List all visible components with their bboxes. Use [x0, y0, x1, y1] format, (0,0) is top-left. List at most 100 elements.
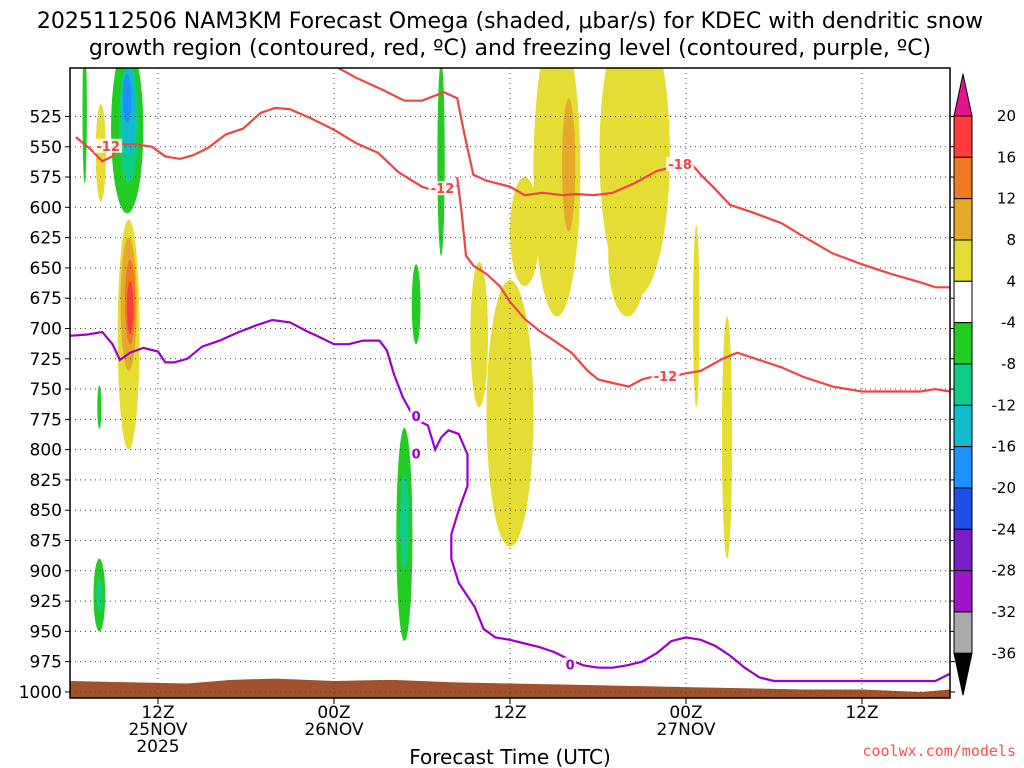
y-tick-label-600: 600 [30, 198, 62, 218]
contour-label-2: -18 [668, 158, 692, 173]
x-tick-label-42-1: 27NOV [656, 720, 715, 740]
contour-label-bg-6 [564, 657, 577, 672]
contour-label-bg-2 [666, 156, 695, 171]
colorbar-label-11: -28 [992, 562, 1017, 580]
colorbar-segment-10 [953, 528, 973, 572]
contour-label-0: -12 [96, 140, 120, 155]
y-tick-label-550: 550 [30, 138, 62, 158]
y-tick-label-750: 750 [30, 380, 62, 400]
y-tick-label-1000: 1000 [19, 683, 62, 703]
colorbar-label-7: -12 [992, 396, 1017, 414]
y-tick-label-575: 575 [30, 168, 62, 188]
colorbar-label-3: 8 [1006, 231, 1016, 249]
dgz-contour-1 [336, 68, 950, 289]
gridlines [70, 68, 950, 698]
contour-labels: -12 -12 -18 -12 0 0 0 [94, 138, 695, 673]
y-tick-label-625: 625 [30, 229, 62, 249]
omega-area-0 [95, 104, 106, 202]
colorbar-label-1: 16 [997, 148, 1016, 166]
colorbar-label-9: -20 [992, 479, 1017, 497]
y-tick-label-725: 725 [30, 350, 62, 370]
omega-area-2 [97, 385, 102, 430]
colorbar-label-6: -8 [1001, 355, 1016, 373]
colorbar-bottom-triangle [953, 652, 973, 696]
y-axis: 525 550 575 600 625 650 675 700 725 750 775 800 825 8… [19, 107, 955, 703]
x-axis-label: Forecast Time (UTC) [409, 745, 611, 768]
y-tick-label-975: 975 [30, 653, 62, 673]
y-tick-label-675: 675 [30, 289, 62, 309]
colorbar-segment-1 [953, 156, 973, 200]
colorbar-segment-11 [953, 570, 973, 613]
omega-area-13 [96, 578, 103, 612]
freezing-level-contour [70, 318, 950, 683]
x-tick-label-54-0: 12Z [845, 703, 878, 723]
colorbar: 20 16 12 8 4 -4 -8 -12 -16 -20 -24 -28 -32 -36 [953, 73, 1017, 696]
omega-area-16 [411, 264, 421, 345]
x-tick-label-6-2: 2025 [136, 737, 179, 757]
x-tick-label-42-0: 00Z [669, 703, 702, 723]
omega-area-7 [122, 74, 132, 123]
omega-area-17 [437, 68, 445, 256]
contour-label-bg-4 [410, 408, 423, 423]
omega-area-25 [693, 225, 700, 408]
colorbar-segment-9 [953, 487, 973, 530]
y-tick-label-775: 775 [30, 410, 62, 430]
omega-area-20 [510, 177, 540, 287]
y-tick-label-850: 850 [30, 501, 62, 521]
dgz-contour-2 [456, 176, 950, 393]
contour-label-6: 0 [566, 658, 575, 673]
colorbar-label-5: -4 [1001, 314, 1016, 332]
colorbar-label-2: 12 [997, 190, 1016, 208]
contour-label-bg-1 [428, 181, 457, 196]
omega-area-22 [562, 98, 576, 232]
omega-area-15 [400, 473, 409, 571]
x-tick-label-30-0: 12Z [493, 703, 526, 723]
colorbar-label-8: -16 [992, 438, 1017, 456]
omega-area-26 [721, 316, 733, 559]
colorbar-label-12: -32 [992, 603, 1017, 621]
y-tick-label-875: 875 [30, 532, 62, 552]
omega-shading [82, 68, 733, 642]
x-tick-label-6-0: 12Z [141, 703, 174, 723]
colorbar-label-0: 20 [997, 107, 1016, 125]
chart-title-line-1: 2025112506 NAM3KM Forecast Omega (shaded… [37, 9, 983, 34]
contour-label-3: -12 [654, 370, 678, 385]
colorbar-segment-12 [953, 611, 973, 654]
contour-label-bg-3 [651, 368, 680, 383]
colorbar-segment-4 [953, 280, 973, 324]
colorbar-segment-7 [953, 404, 973, 448]
colorbar-label-13: -36 [992, 644, 1017, 662]
colorbar-label-4: 4 [1006, 272, 1016, 290]
colorbar-segment-0 [953, 115, 973, 158]
y-tick-label-925: 925 [30, 592, 62, 612]
x-tick-label-6-1: 25NOV [128, 720, 187, 740]
colorbar-segment-6 [953, 363, 973, 406]
y-tick-label-800: 800 [30, 441, 62, 461]
y-tick-label-900: 900 [30, 562, 62, 582]
omega-area-11 [126, 281, 134, 335]
chart-title-line-2: growth region (contoured, red, ºC) and f… [89, 36, 931, 61]
y-tick-label-525: 525 [30, 107, 62, 127]
colorbar-top-triangle [953, 73, 973, 117]
credit-text: coolwx.com/models [862, 742, 1016, 760]
x-tick-label-18-1: 26NOV [304, 720, 363, 740]
colorbar-label-10: -24 [992, 520, 1017, 538]
contour-label-1: -12 [431, 182, 455, 197]
contour-label-4: 0 [412, 410, 421, 425]
colorbar-segment-2 [953, 198, 973, 241]
y-tick-label-950: 950 [30, 622, 62, 642]
x-tick-label-18-0: 00Z [317, 703, 350, 723]
colorbar-segment-3 [953, 239, 973, 282]
y-tick-label-650: 650 [30, 259, 62, 279]
omega-area-18 [470, 261, 489, 408]
omega-area-1 [82, 68, 87, 184]
contour-label-5: 0 [412, 447, 421, 462]
omega-area-24 [608, 195, 647, 317]
y-tick-label-700: 700 [30, 319, 62, 339]
colorbar-segment-5 [953, 322, 973, 365]
contour-label-bg-5 [410, 446, 423, 461]
y-tick-label-825: 825 [30, 471, 62, 491]
contour-label-bg-0 [94, 138, 123, 153]
